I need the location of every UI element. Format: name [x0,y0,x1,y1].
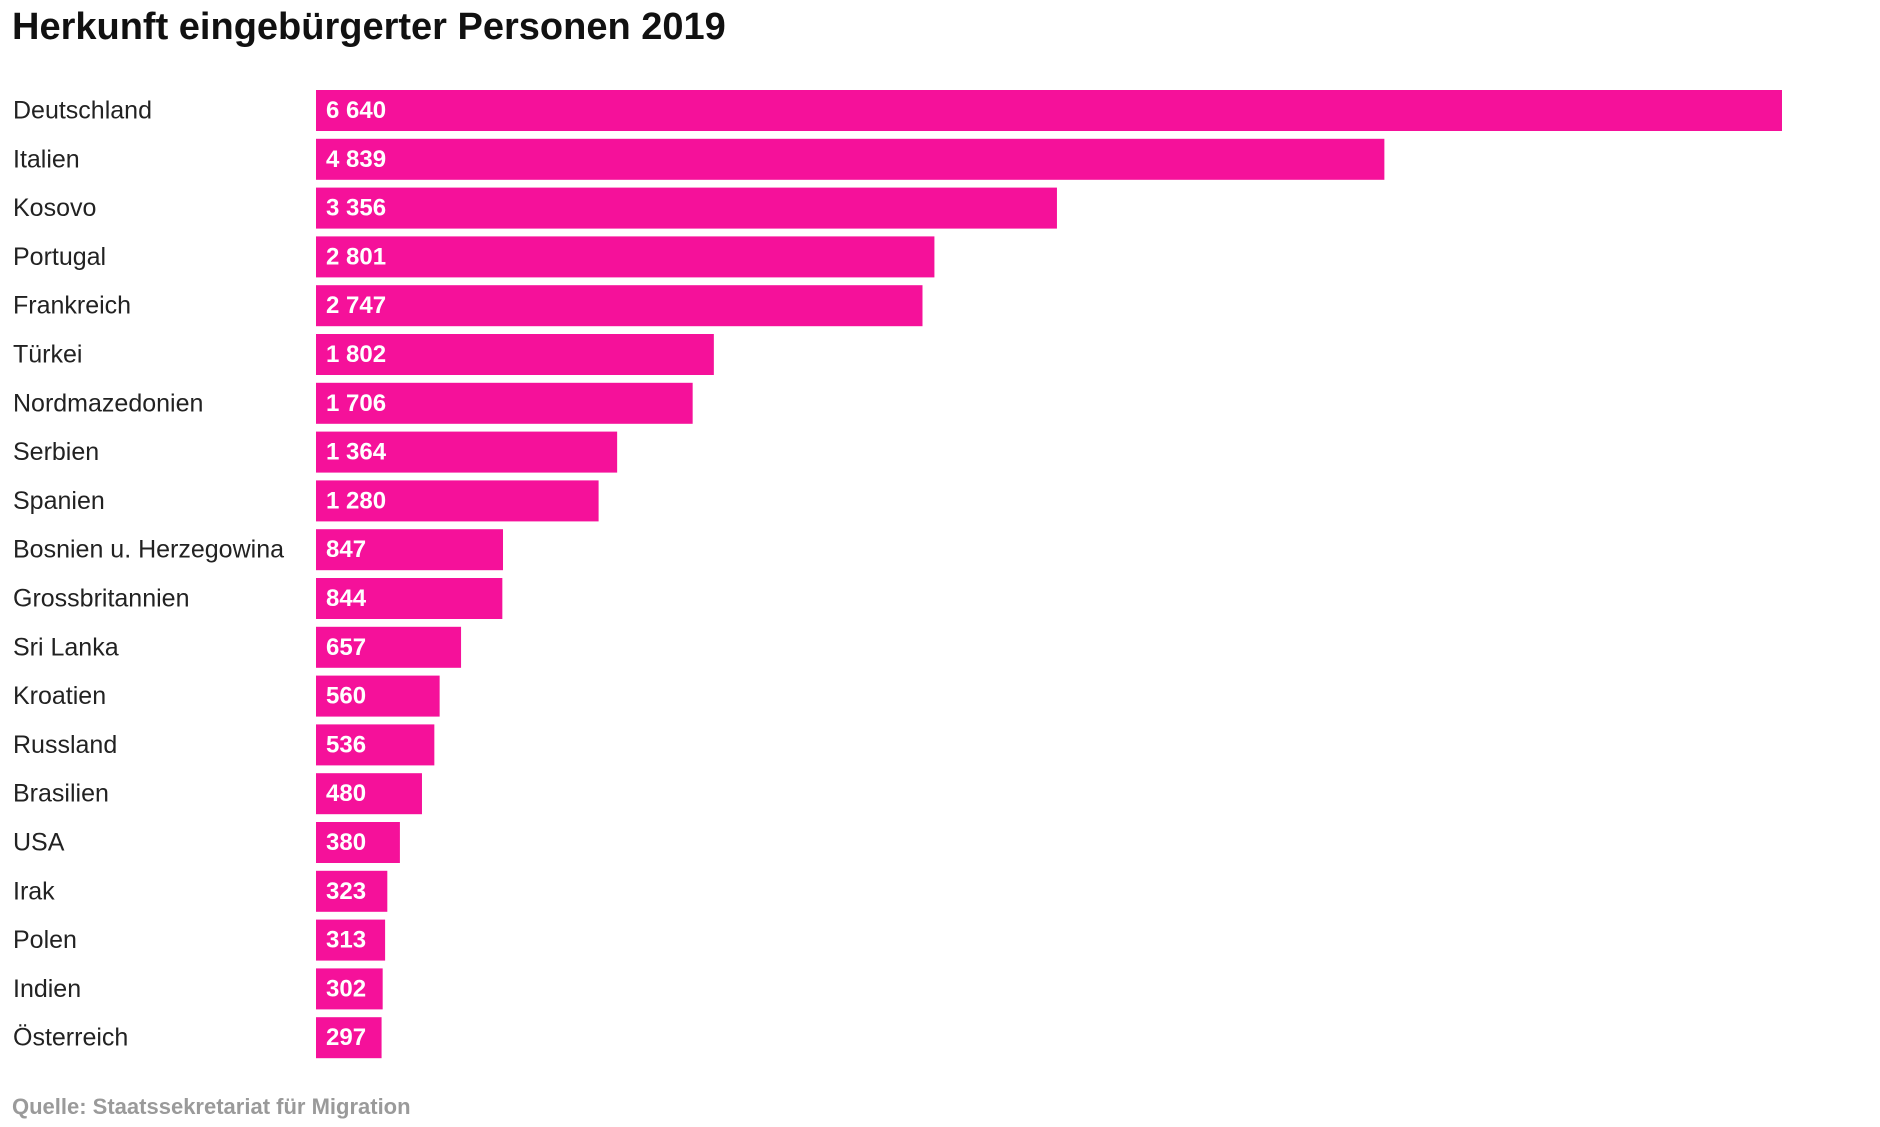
value-label: 1 280 [326,487,386,514]
bar-row: Polen 313 [13,919,386,961]
bar-row: Portugal 2 801 [13,236,935,278]
bar [316,187,1057,229]
bar [316,285,923,327]
bar-row: Russland 536 [13,724,435,766]
bar-row: Sri Lanka 657 [13,626,462,668]
value-label: 1 364 [326,439,387,466]
bar-row: Bosnien u. Herzegowina 847 [13,529,504,571]
category-label: Irak [13,877,55,905]
bar-row: Deutschland 6 640 [13,90,1782,131]
bar [316,724,435,766]
bar [316,236,935,278]
value-label: 323 [326,878,366,905]
category-label: Spanien [13,487,105,515]
value-label: 380 [326,829,366,856]
bar-row: Österreich 297 [13,1017,382,1059]
bar-row: Frankreich 2 747 [13,285,923,327]
category-label: Sri Lanka [13,633,119,661]
bar [316,90,1782,131]
value-label: 3 356 [326,195,386,222]
category-label: Frankreich [13,292,131,320]
category-label: USA [13,829,65,857]
value-label: 657 [326,634,366,661]
bar-row: Italien 4 839 [13,138,1385,180]
category-label: Österreich [13,1024,128,1052]
bar-row: Kroatien 560 [13,675,440,717]
bar-row: USA 380 [13,822,400,863]
value-label: 844 [326,585,367,612]
bar [316,870,388,912]
bar [316,626,462,668]
bar [316,1017,382,1059]
bar-row: Spanien 1 280 [13,480,599,522]
value-label: 297 [326,1024,366,1051]
category-label: Nordmazedonien [13,389,203,417]
value-label: 302 [326,975,366,1002]
bar [316,919,386,961]
value-label: 536 [326,731,366,758]
bar [316,968,383,1010]
category-label: Deutschland [13,97,152,125]
bar [316,382,693,424]
value-label: 313 [326,927,366,954]
value-label: 4 839 [326,146,386,173]
bar-row: Irak 323 [13,870,388,912]
value-label: 1 802 [326,341,386,368]
value-label: 560 [326,683,366,710]
source-note: Quelle: Staatssekretariat für Migration [12,1094,411,1119]
bar [316,480,599,522]
bar-row: Nordmazedonien 1 706 [13,382,693,424]
bar [316,822,400,863]
category-label: Türkei [13,341,82,369]
category-label: Russland [13,731,117,759]
category-label: Polen [13,926,77,954]
category-label: Portugal [13,243,106,271]
bar [316,578,503,619]
value-label: 1 706 [326,390,386,417]
bar [316,138,1385,180]
bar [316,675,440,717]
category-label: Kosovo [13,194,96,222]
bar-row: Brasilien 480 [13,773,422,815]
value-label: 847 [326,536,366,563]
bar [316,431,618,473]
bar-row: Grossbritannien 844 [13,578,503,619]
category-label: Grossbritannien [13,585,189,613]
category-label: Serbien [13,438,99,466]
value-label: 2 747 [326,292,386,319]
bar-row: Indien 302 [13,968,383,1010]
category-label: Italien [13,145,80,173]
bar [316,529,504,571]
chart-title: Herkunft eingebürgerter Personen 2019 [12,6,726,48]
bar-row: Türkei 1 802 [13,334,714,375]
bar [316,334,714,375]
category-label: Bosnien u. Herzegowina [13,536,284,564]
value-label: 2 801 [326,243,386,270]
value-label: 480 [326,780,366,807]
bar-row: Kosovo 3 356 [13,187,1057,229]
category-label: Indien [13,975,81,1003]
bar [316,773,422,815]
category-label: Brasilien [13,780,109,808]
category-label: Kroatien [13,682,106,710]
value-label: 6 640 [326,97,386,124]
bar-row: Serbien 1 364 [13,431,618,473]
